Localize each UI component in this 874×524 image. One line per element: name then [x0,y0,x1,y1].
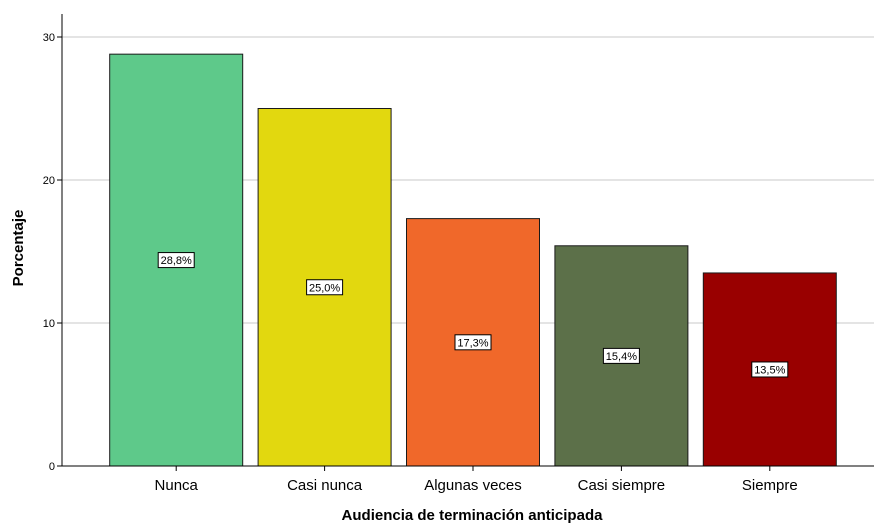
labels-layer: 28,8% 25,0% 17,3% 15,4% 13,5% [157,252,789,378]
data-label-box [602,347,640,364]
y-tick-label: 20 [43,175,55,187]
x-tick-label: Casi siempre [578,477,666,494]
y-tick-label: 10 [43,318,55,330]
data-label: 25,0% [309,282,340,294]
x-tick-label: Nunca [155,477,199,494]
x-tick-label: Siempre [742,477,798,494]
y-tick-label: 30 [43,32,55,44]
data-label: 28,8% [161,255,192,267]
data-label: 13,5% [754,364,785,376]
data-label: 15,4% [606,351,637,363]
axis-layer: 0 10 20 30 Nunca Casi nunca Algunas veces Casi … [43,14,874,494]
x-tick-label: Algunas veces [424,477,522,494]
data-label: 17,3% [457,337,488,349]
data-label-box [454,334,492,351]
bars-layer [109,53,837,467]
data-label-box [306,279,344,296]
y-tick-label: 0 [49,461,55,473]
x-axis-title: Audiencia de terminación anticipada [342,507,604,524]
x-tick-label: Casi nunca [287,477,363,494]
y-axis-title: Porcentaje [10,210,27,287]
data-label-box [157,252,195,269]
data-label-box [751,361,789,378]
